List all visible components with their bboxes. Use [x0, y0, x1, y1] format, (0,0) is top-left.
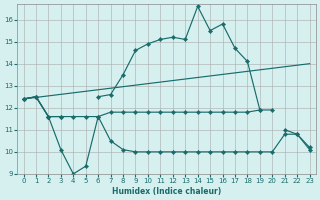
X-axis label: Humidex (Indice chaleur): Humidex (Indice chaleur)	[112, 187, 221, 196]
